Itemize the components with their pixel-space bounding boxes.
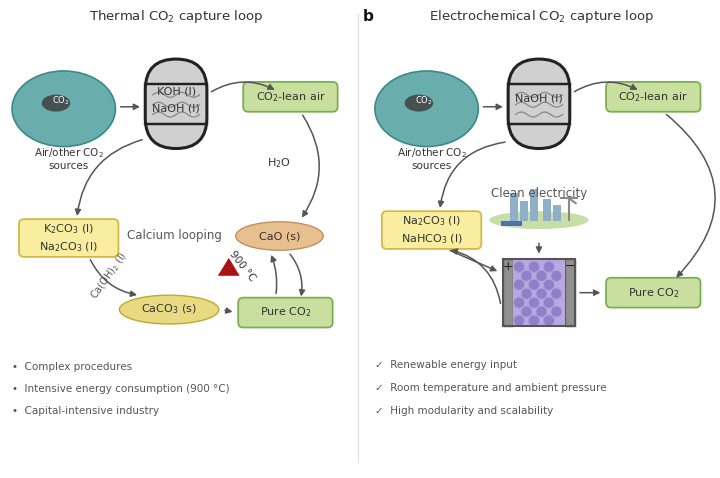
Text: KOH (l): KOH (l): [156, 87, 196, 97]
Text: NaOH (l): NaOH (l): [152, 104, 200, 114]
Text: CO$_2$: CO$_2$: [52, 95, 70, 107]
Circle shape: [551, 288, 562, 299]
Ellipse shape: [490, 211, 589, 229]
Circle shape: [536, 288, 547, 299]
Text: NaOH (l): NaOH (l): [515, 94, 563, 104]
Text: Calcium looping: Calcium looping: [127, 228, 222, 241]
Text: •  Capital-intensive industry: • Capital-intensive industry: [12, 406, 159, 416]
Circle shape: [528, 279, 539, 290]
FancyBboxPatch shape: [238, 298, 333, 327]
Circle shape: [528, 297, 539, 308]
Bar: [564, 259, 575, 326]
Bar: [510, 193, 518, 221]
Circle shape: [544, 261, 554, 272]
Text: ✓  Room temperature and ambient pressure: ✓ Room temperature and ambient pressure: [375, 383, 606, 393]
Text: CO$_2$: CO$_2$: [415, 95, 433, 107]
Circle shape: [544, 297, 554, 308]
Text: CaCO$_3$ (s): CaCO$_3$ (s): [141, 303, 197, 316]
Text: K$_2$CO$_3$ (l): K$_2$CO$_3$ (l): [43, 222, 94, 236]
Text: ✓  High modularity and scalability: ✓ High modularity and scalability: [375, 406, 553, 416]
Text: b: b: [363, 10, 374, 24]
FancyBboxPatch shape: [145, 59, 207, 149]
Ellipse shape: [235, 222, 323, 250]
Text: Air/other CO$_2$
sources: Air/other CO$_2$ sources: [397, 146, 467, 171]
Text: Thermal CO$_2$ capture loop: Thermal CO$_2$ capture loop: [89, 8, 263, 25]
Bar: [543, 199, 551, 221]
Bar: [503, 259, 575, 326]
Ellipse shape: [42, 95, 70, 111]
Text: Na$_2$CO$_3$ (l): Na$_2$CO$_3$ (l): [402, 214, 461, 228]
Circle shape: [521, 288, 532, 299]
Circle shape: [513, 261, 525, 272]
Text: +: +: [503, 261, 513, 273]
Ellipse shape: [405, 95, 433, 111]
Bar: [508, 221, 514, 225]
FancyBboxPatch shape: [606, 82, 701, 112]
Bar: [503, 259, 513, 326]
Circle shape: [521, 271, 532, 281]
Bar: [501, 221, 507, 225]
Text: Ca(OH)$_2$ (l): Ca(OH)$_2$ (l): [89, 250, 131, 302]
FancyBboxPatch shape: [382, 211, 481, 249]
Circle shape: [544, 315, 554, 326]
Circle shape: [536, 306, 547, 317]
Circle shape: [513, 315, 525, 326]
Text: ✓  Renewable energy input: ✓ Renewable energy input: [375, 360, 517, 370]
Circle shape: [521, 306, 532, 317]
Text: Pure CO$_2$: Pure CO$_2$: [628, 286, 679, 300]
Circle shape: [551, 271, 562, 281]
Circle shape: [513, 279, 525, 290]
Text: Na$_2$CO$_3$ (l): Na$_2$CO$_3$ (l): [40, 240, 98, 254]
Bar: [530, 189, 538, 221]
Text: Air/other CO$_2$
sources: Air/other CO$_2$ sources: [34, 146, 104, 171]
Circle shape: [528, 261, 539, 272]
Text: Pure CO$_2$: Pure CO$_2$: [260, 305, 311, 319]
Text: 900 °C: 900 °C: [228, 249, 258, 283]
Bar: [520, 201, 528, 221]
Text: CO$_2$-lean air: CO$_2$-lean air: [256, 90, 325, 104]
Text: Clean electricity: Clean electricity: [491, 187, 587, 200]
Text: Electrochemical CO$_2$ capture loop: Electrochemical CO$_2$ capture loop: [429, 8, 654, 25]
Text: −: −: [564, 261, 575, 273]
FancyBboxPatch shape: [19, 219, 118, 257]
Ellipse shape: [12, 71, 115, 147]
Circle shape: [544, 279, 554, 290]
Text: CaO (s): CaO (s): [258, 231, 300, 241]
Circle shape: [536, 271, 547, 281]
Ellipse shape: [375, 71, 478, 147]
Bar: [515, 221, 521, 225]
Polygon shape: [218, 258, 240, 276]
Circle shape: [513, 297, 525, 308]
FancyBboxPatch shape: [606, 278, 701, 308]
FancyBboxPatch shape: [508, 59, 570, 149]
Text: •  Intensive energy consumption (900 °C): • Intensive energy consumption (900 °C): [12, 384, 230, 394]
Text: NaHCO$_3$ (l): NaHCO$_3$ (l): [401, 232, 462, 246]
Bar: [553, 205, 561, 221]
Ellipse shape: [120, 295, 219, 324]
Text: H$_2$O: H$_2$O: [266, 156, 290, 170]
Text: •  Complex procedures: • Complex procedures: [12, 362, 132, 372]
Circle shape: [528, 315, 539, 326]
Text: CO$_2$-lean air: CO$_2$-lean air: [618, 90, 688, 104]
Bar: [513, 259, 564, 326]
Circle shape: [551, 306, 562, 317]
FancyBboxPatch shape: [243, 82, 338, 112]
